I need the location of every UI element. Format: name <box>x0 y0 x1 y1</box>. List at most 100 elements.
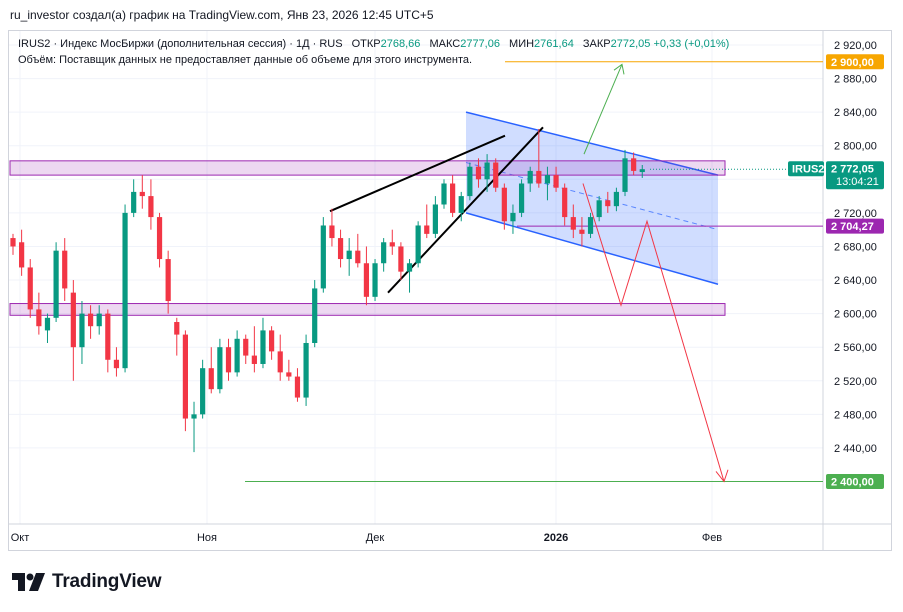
candle-body[interactable] <box>613 191 619 207</box>
candle-body[interactable] <box>562 187 568 218</box>
candle-body[interactable] <box>148 196 154 218</box>
support-resistance-zone[interactable] <box>9 303 726 316</box>
candle-body[interactable] <box>36 309 42 327</box>
candle-body[interactable] <box>294 376 301 398</box>
trendline-lower[interactable] <box>387 126 544 294</box>
price-tick-label: 2 520,00 <box>834 376 877 388</box>
candle-body[interactable] <box>156 217 163 260</box>
price-tick-label: 2 640,00 <box>834 275 877 287</box>
candle-body[interactable] <box>596 200 602 218</box>
candle-body[interactable] <box>518 183 525 213</box>
channel-upper-line[interactable] <box>465 111 719 176</box>
candle-body[interactable] <box>510 212 516 222</box>
candle-body[interactable] <box>139 191 145 197</box>
candle-body[interactable] <box>96 313 102 327</box>
candle-body[interactable] <box>527 170 533 184</box>
candle-body[interactable] <box>217 347 223 390</box>
candle-body[interactable] <box>277 351 283 373</box>
candle-body[interactable] <box>415 225 421 264</box>
candle-body[interactable] <box>570 217 576 230</box>
channel-lower-line[interactable] <box>465 212 719 285</box>
candle-body[interactable] <box>260 330 266 364</box>
candle-body[interactable] <box>631 158 637 171</box>
candle-body[interactable] <box>363 263 370 297</box>
candle-body[interactable] <box>243 338 249 356</box>
candle-body[interactable] <box>441 183 447 205</box>
candle-body[interactable] <box>329 225 335 239</box>
candle-body[interactable] <box>200 368 206 415</box>
candle-body[interactable] <box>493 162 499 188</box>
projection-up-arrow[interactable] <box>583 64 623 155</box>
candle-body[interactable] <box>174 322 180 335</box>
projection-down-path[interactable] <box>582 183 725 482</box>
candle-body[interactable] <box>398 246 404 272</box>
candle-body[interactable] <box>303 342 309 398</box>
candle-body[interactable] <box>424 225 430 234</box>
channel-fill[interactable] <box>466 112 718 285</box>
tradingview-logo[interactable]: TradingView <box>12 571 162 593</box>
high-label: МАКС <box>429 38 461 50</box>
candle-body[interactable] <box>501 187 507 222</box>
candle-body[interactable] <box>406 263 413 272</box>
legend-volume-note: Объём: Поставщик данных не предоставляет… <box>18 54 473 66</box>
candle-body[interactable] <box>475 166 482 180</box>
candle-body[interactable] <box>355 250 361 264</box>
projection-up-arrowhead <box>613 63 625 75</box>
chart-legend: IRUS2 · Индекс МосБиржи (дополнительная … <box>18 36 729 68</box>
candle-body[interactable] <box>113 359 120 369</box>
candle-body[interactable] <box>53 250 59 318</box>
channel-mid-line <box>465 162 719 231</box>
candle-body[interactable] <box>432 204 438 234</box>
candle-body[interactable] <box>467 166 473 197</box>
candle-body[interactable] <box>372 263 378 297</box>
candle-body[interactable] <box>381 242 387 264</box>
candle-body[interactable] <box>389 242 395 247</box>
candle-body[interactable] <box>286 372 292 377</box>
symbol-badge-bg <box>788 161 824 177</box>
candle-body[interactable] <box>251 355 257 364</box>
candle-body[interactable] <box>182 334 188 419</box>
support-resistance-zone[interactable] <box>9 160 726 176</box>
candle-body[interactable] <box>458 196 464 213</box>
chart-canvas[interactable]: 2 920,00 2 880,00 2 840,00 2 800,00 2 720,00… <box>0 0 903 560</box>
candle-body[interactable] <box>165 259 171 302</box>
price-badge-text-current-price: 2 772,05 <box>831 164 874 176</box>
candle-body[interactable] <box>536 170 542 184</box>
time-axis-label: 2026 <box>544 532 568 544</box>
candle-body[interactable] <box>44 317 51 331</box>
candle-body[interactable] <box>337 238 344 260</box>
price-tick-label: 2 920,00 <box>834 40 877 52</box>
candle-body[interactable] <box>191 414 197 419</box>
time-axis-label: Ноя <box>197 532 217 544</box>
candle-body[interactable] <box>87 313 94 327</box>
candle-body[interactable] <box>208 368 214 390</box>
trendline-upper[interactable] <box>329 134 506 213</box>
candle-body[interactable] <box>62 250 68 289</box>
candle-body[interactable] <box>225 347 232 373</box>
candle-body[interactable] <box>622 158 628 192</box>
candle-body[interactable] <box>131 191 137 213</box>
candle-body[interactable] <box>450 183 456 213</box>
candle-body[interactable] <box>553 175 559 188</box>
candle-body[interactable] <box>70 292 76 348</box>
candle-body[interactable] <box>234 338 240 373</box>
candle-body[interactable] <box>79 313 85 348</box>
candle-body[interactable] <box>19 242 25 268</box>
price-tick-label: 2 800,00 <box>834 141 877 153</box>
candle-body[interactable] <box>484 162 490 180</box>
price-badge-current-price <box>826 161 884 190</box>
candle-body[interactable] <box>544 175 551 184</box>
candle-body[interactable] <box>346 250 352 260</box>
candle-body[interactable] <box>587 217 594 234</box>
candle-body[interactable] <box>312 288 318 343</box>
candle-body[interactable] <box>105 313 111 360</box>
time-axis-label: Окт <box>11 532 30 544</box>
candle-body[interactable] <box>605 200 611 207</box>
candle-body[interactable] <box>320 225 326 289</box>
candle-body[interactable] <box>579 229 585 234</box>
candle-body[interactable] <box>27 267 33 310</box>
candle-body[interactable] <box>269 330 275 352</box>
candle-body[interactable] <box>122 212 128 369</box>
candle-body[interactable] <box>10 238 16 247</box>
candle-body[interactable] <box>639 169 645 173</box>
